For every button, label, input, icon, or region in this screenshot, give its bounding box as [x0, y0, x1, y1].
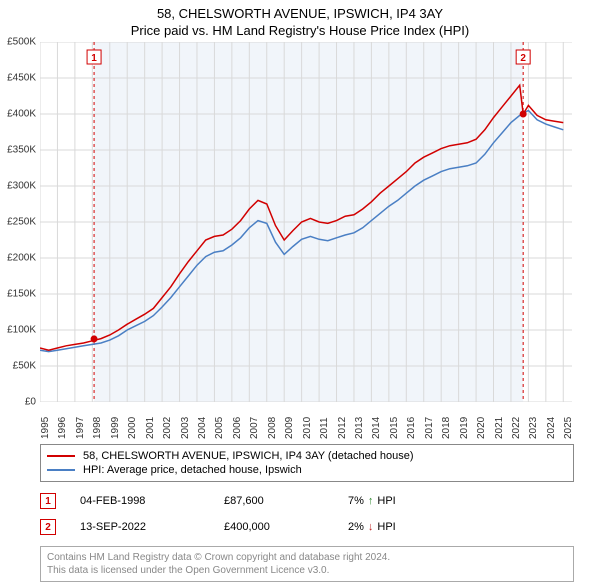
chart-subtitle: Price paid vs. HM Land Registry's House …: [0, 21, 600, 42]
chart-area: 12 £0£50K£100K£150K£200K£250K£300K£350K£…: [40, 42, 600, 402]
x-tick-label: 2024: [546, 417, 557, 439]
transaction-row-2: 2 13-SEP-2022 £400,000 2% ↓ HPI: [40, 514, 560, 540]
y-tick-label: £450K: [0, 73, 36, 84]
x-tick-label: 2010: [302, 417, 313, 439]
legend-box: 58, CHELSWORTH AVENUE, IPSWICH, IP4 3AY …: [40, 444, 574, 482]
transaction-pct-2: 2% ↓ HPI: [348, 521, 396, 533]
y-tick-label: £50K: [0, 361, 36, 372]
x-tick-label: 2023: [528, 417, 539, 439]
footer-line-1: Contains HM Land Registry data © Crown c…: [47, 551, 567, 564]
legend-item-2: HPI: Average price, detached house, Ipsw…: [47, 463, 567, 477]
y-tick-label: £100K: [0, 325, 36, 336]
transaction-price-2: £400,000: [224, 521, 324, 533]
y-tick-label: £0: [0, 397, 36, 408]
y-tick-label: £150K: [0, 289, 36, 300]
legend-label-1: 58, CHELSWORTH AVENUE, IPSWICH, IP4 3AY …: [83, 450, 414, 462]
x-tick-label: 2015: [389, 417, 400, 439]
transaction-date-2: 13-SEP-2022: [80, 521, 200, 533]
transaction-list: 1 04-FEB-1998 £87,600 7% ↑ HPI 2 13-SEP-…: [40, 488, 560, 540]
transaction-price-1: £87,600: [224, 495, 324, 507]
x-tick-label: 2019: [459, 417, 470, 439]
marker-badge-2: 2: [40, 519, 56, 535]
x-tick-label: 1996: [57, 417, 68, 439]
legend-label-2: HPI: Average price, detached house, Ipsw…: [83, 464, 302, 476]
y-tick-label: £400K: [0, 109, 36, 120]
chart-title: 58, CHELSWORTH AVENUE, IPSWICH, IP4 3AY: [0, 0, 600, 21]
x-tick-label: 2000: [127, 417, 138, 439]
x-tick-label: 2018: [441, 417, 452, 439]
x-tick-label: 2017: [424, 417, 435, 439]
transaction-row-1: 1 04-FEB-1998 £87,600 7% ↑ HPI: [40, 488, 560, 514]
marker-badge-1: 1: [40, 493, 56, 509]
x-tick-label: 2008: [267, 417, 278, 439]
x-tick-label: 2012: [337, 417, 348, 439]
x-tick-label: 1995: [40, 417, 51, 439]
x-tick-label: 2021: [494, 417, 505, 439]
x-tick-label: 2020: [476, 417, 487, 439]
x-tick-label: 2007: [249, 417, 260, 439]
legend-swatch-2: [47, 469, 75, 471]
legend-item-1: 58, CHELSWORTH AVENUE, IPSWICH, IP4 3AY …: [47, 449, 567, 463]
x-tick-label: 2004: [197, 417, 208, 439]
legend-swatch-1: [47, 455, 75, 457]
x-tick-label: 1997: [75, 417, 86, 439]
x-tick-label: 2022: [511, 417, 522, 439]
transaction-pct-1: 7% ↑ HPI: [348, 495, 396, 507]
svg-text:1: 1: [91, 53, 97, 64]
y-tick-label: £350K: [0, 145, 36, 156]
transaction-date-1: 04-FEB-1998: [80, 495, 200, 507]
y-tick-label: £300K: [0, 181, 36, 192]
x-tick-label: 2016: [406, 417, 417, 439]
x-tick-label: 2003: [180, 417, 191, 439]
x-tick-label: 2005: [214, 417, 225, 439]
x-tick-label: 2009: [284, 417, 295, 439]
x-tick-label: 2011: [319, 417, 330, 439]
x-tick-label: 1999: [110, 417, 121, 439]
x-tick-label: 2002: [162, 417, 173, 439]
y-tick-label: £250K: [0, 217, 36, 228]
y-tick-label: £500K: [0, 37, 36, 48]
x-tick-label: 1998: [92, 417, 103, 439]
x-tick-label: 2025: [563, 417, 574, 439]
chart-svg: 12: [40, 42, 572, 402]
footer-attribution: Contains HM Land Registry data © Crown c…: [40, 546, 574, 582]
svg-text:2: 2: [520, 53, 526, 64]
x-tick-label: 2006: [232, 417, 243, 439]
y-tick-label: £200K: [0, 253, 36, 264]
x-tick-label: 2013: [354, 417, 365, 439]
arrow-up-icon: ↑: [368, 495, 374, 507]
footer-line-2: This data is licensed under the Open Gov…: [47, 564, 567, 577]
x-tick-label: 2001: [145, 417, 156, 439]
arrow-down-icon: ↓: [368, 521, 374, 533]
x-tick-label: 2014: [371, 417, 382, 439]
